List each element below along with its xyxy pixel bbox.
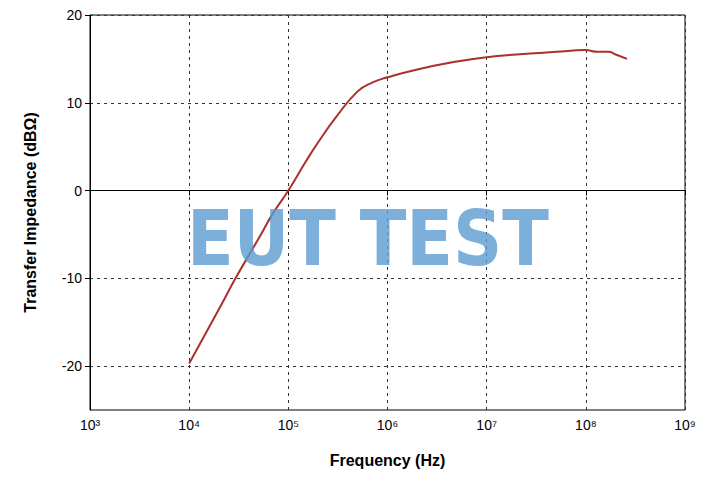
svg-text:Frequency (Hz): Frequency (Hz): [330, 452, 446, 469]
svg-text:20: 20: [66, 7, 82, 23]
svg-text:10⁸: 10⁸: [575, 417, 597, 433]
svg-text:-10: -10: [62, 270, 82, 286]
svg-text:0: 0: [74, 183, 82, 199]
svg-text:10³: 10³: [80, 417, 101, 433]
svg-text:EUT TEST: EUT TEST: [187, 194, 549, 283]
svg-text:10⁵: 10⁵: [278, 417, 299, 433]
svg-text:10⁶: 10⁶: [377, 417, 398, 433]
svg-text:10⁷: 10⁷: [476, 417, 497, 433]
svg-text:10⁴: 10⁴: [178, 417, 200, 433]
svg-text:-20: -20: [62, 358, 82, 374]
svg-text:10⁹: 10⁹: [674, 417, 696, 433]
svg-text:Transfer Impedance (dBΩ): Transfer Impedance (dBΩ): [22, 112, 39, 312]
svg-text:10: 10: [66, 95, 82, 111]
